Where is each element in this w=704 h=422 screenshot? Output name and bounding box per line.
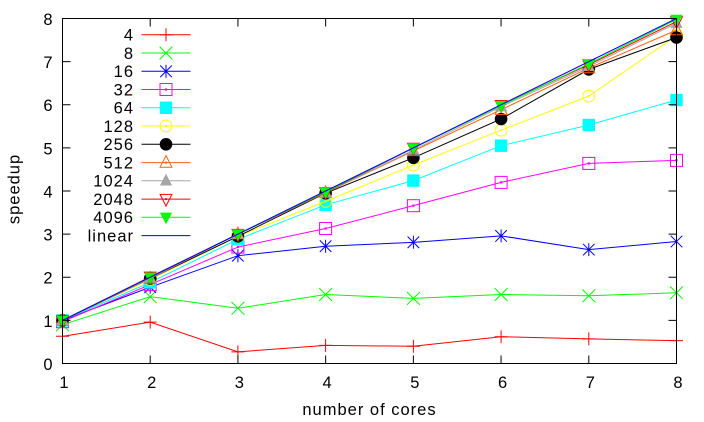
- svg-text:64: 64: [114, 100, 134, 118]
- svg-text:128: 128: [103, 118, 134, 136]
- svg-text:0: 0: [43, 356, 53, 374]
- svg-text:16: 16: [114, 63, 134, 81]
- svg-text:512: 512: [103, 155, 134, 173]
- svg-text:6: 6: [43, 97, 53, 115]
- svg-text:6: 6: [498, 374, 508, 392]
- svg-text:number of cores: number of cores: [302, 401, 436, 419]
- svg-text:4: 4: [124, 27, 134, 45]
- svg-text:2: 2: [147, 374, 157, 392]
- svg-text:8: 8: [43, 11, 53, 29]
- svg-text:5: 5: [410, 374, 420, 392]
- svg-text:4: 4: [323, 374, 333, 392]
- svg-text:speedup: speedup: [6, 154, 24, 224]
- svg-text:4: 4: [43, 183, 53, 201]
- svg-text:8: 8: [124, 45, 134, 63]
- svg-text:1: 1: [43, 313, 53, 331]
- svg-text:3: 3: [43, 227, 53, 245]
- svg-text:4096: 4096: [93, 209, 134, 227]
- svg-text:1: 1: [59, 374, 69, 392]
- svg-text:linear: linear: [88, 228, 134, 246]
- svg-text:256: 256: [103, 136, 134, 154]
- svg-text:7: 7: [43, 54, 53, 72]
- svg-text:2048: 2048: [93, 191, 134, 209]
- svg-text:8: 8: [673, 374, 683, 392]
- svg-text:2: 2: [43, 270, 53, 288]
- svg-text:5: 5: [43, 140, 53, 158]
- svg-text:3: 3: [235, 374, 245, 392]
- svg-text:7: 7: [586, 374, 596, 392]
- svg-text:32: 32: [114, 82, 134, 100]
- svg-text:1024: 1024: [93, 173, 134, 191]
